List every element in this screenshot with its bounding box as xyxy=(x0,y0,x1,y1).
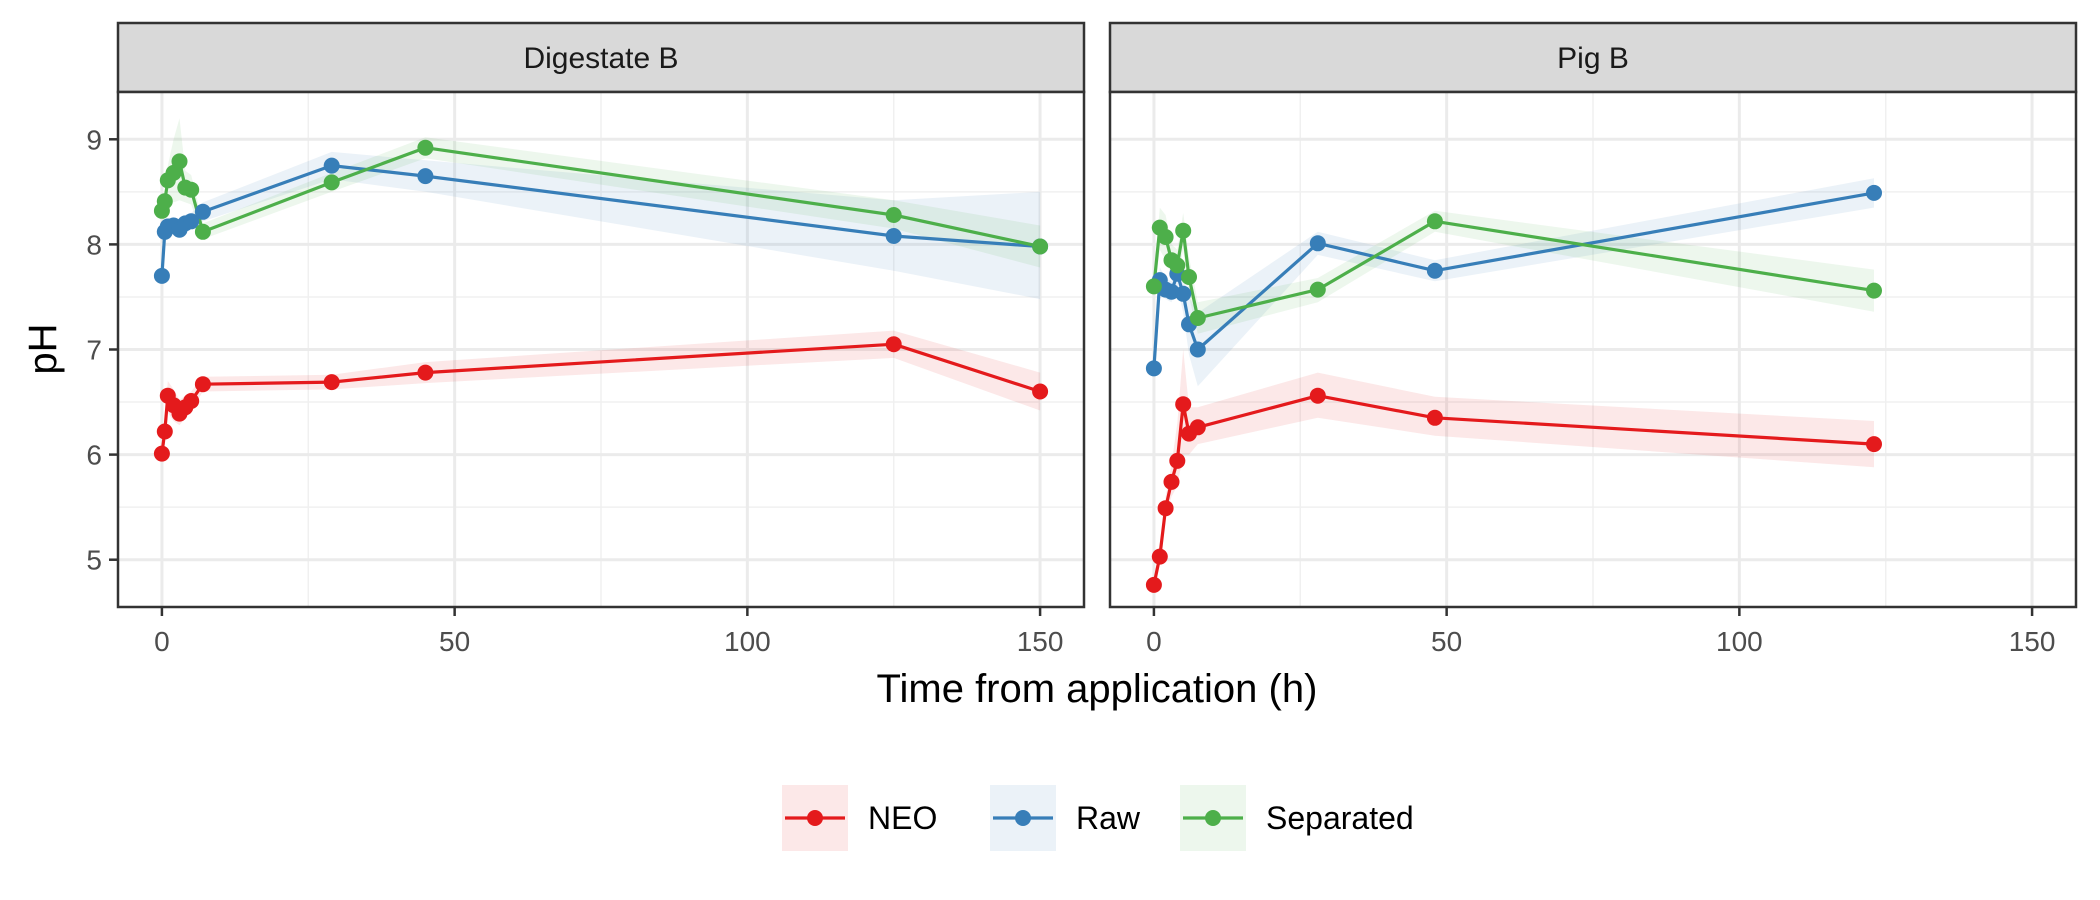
point-separated xyxy=(156,193,173,210)
point-raw xyxy=(153,267,170,284)
ribbon-separated xyxy=(161,118,1041,268)
point-neo xyxy=(1309,387,1326,404)
point-separated xyxy=(194,223,211,240)
panel-border xyxy=(1108,90,2078,609)
point-separated xyxy=(885,207,902,223)
point-neo xyxy=(1157,500,1174,517)
strip-background xyxy=(116,21,1086,94)
legend-key-point xyxy=(807,810,823,826)
x-tick-label: 0 xyxy=(1146,626,1162,657)
ribbon-raw xyxy=(161,151,1041,300)
point-neo xyxy=(183,393,200,409)
facet-panel-digestate-b: Digestate B 5 6 7 8 9 0 50 100 150 xyxy=(86,21,1086,657)
legend-label: NEO xyxy=(868,800,937,836)
point-raw xyxy=(1175,285,1192,302)
point-neo xyxy=(323,374,340,391)
point-separated xyxy=(323,174,340,191)
legend-label: Separated xyxy=(1266,800,1414,836)
point-raw xyxy=(323,157,340,174)
point-raw xyxy=(417,168,434,185)
legend-key-point xyxy=(1205,810,1221,826)
x-axis-title: Time from application (h) xyxy=(877,667,1318,711)
grid-major xyxy=(1110,92,2076,607)
point-separated xyxy=(1866,282,1882,299)
facet-panel-pig-b: Pig B 0 50 100 150 xyxy=(1108,21,2078,657)
point-separated xyxy=(1032,238,1049,255)
x-tick-label: 150 xyxy=(1017,626,1064,657)
legend: NEO Raw Separated xyxy=(782,785,1414,851)
confidence-ribbons xyxy=(161,118,1041,460)
point-raw xyxy=(194,203,211,220)
ribbon-neo xyxy=(1153,349,1874,592)
y-tick-label: 7 xyxy=(86,335,102,366)
x-tick-label: 50 xyxy=(1431,626,1462,657)
x-tick-label: 150 xyxy=(2009,626,2056,657)
point-raw xyxy=(885,228,902,244)
ribbon-raw xyxy=(1153,178,1874,387)
point-separated xyxy=(1309,281,1326,298)
x-tick-label: 50 xyxy=(439,626,470,657)
y-tick-label: 9 xyxy=(86,124,102,155)
strip-title: Pig B xyxy=(1557,42,1629,75)
strip-title: Digestate B xyxy=(523,42,678,75)
x-axis-ticks: 0 50 100 150 xyxy=(154,607,1063,657)
strip-background xyxy=(1108,21,2078,94)
legend-label: Raw xyxy=(1076,800,1141,836)
x-tick-label: 100 xyxy=(724,626,771,657)
point-raw xyxy=(183,213,200,230)
y-tick-label: 6 xyxy=(86,440,102,471)
point-neo xyxy=(1151,548,1168,565)
data-points xyxy=(1145,184,1882,593)
legend-item-raw: Raw xyxy=(990,785,1141,851)
point-separated xyxy=(1181,269,1197,285)
point-raw xyxy=(1145,360,1162,377)
point-neo xyxy=(885,336,902,353)
point-raw xyxy=(1426,262,1443,279)
point-raw xyxy=(1866,184,1882,201)
point-separated xyxy=(1426,213,1443,230)
point-neo xyxy=(1163,473,1180,490)
point-neo xyxy=(417,364,434,381)
y-axis-ticks: 5 6 7 8 9 xyxy=(86,124,118,576)
point-separated xyxy=(183,181,200,198)
point-separated xyxy=(1157,229,1174,245)
point-separated xyxy=(1169,257,1186,274)
y-tick-label: 8 xyxy=(86,229,102,260)
point-neo xyxy=(194,376,211,393)
ribbon-neo xyxy=(161,330,1041,460)
x-axis-ticks: 0 50 100 150 xyxy=(1146,607,2055,657)
y-tick-label: 5 xyxy=(86,545,102,576)
point-neo xyxy=(156,423,173,440)
point-neo xyxy=(1145,576,1162,593)
point-neo xyxy=(1426,409,1443,426)
legend-key-point xyxy=(1015,810,1031,826)
legend-item-neo: NEO xyxy=(782,785,937,851)
legend-item-separated: Separated xyxy=(1180,785,1414,851)
point-neo xyxy=(1175,396,1192,413)
y-axis-title: pH xyxy=(21,323,65,374)
point-raw xyxy=(1189,341,1206,358)
grid-minor xyxy=(1110,92,2076,607)
point-separated xyxy=(1189,310,1206,326)
point-neo xyxy=(1032,383,1049,400)
point-raw xyxy=(1309,235,1326,252)
x-tick-label: 0 xyxy=(154,626,170,657)
point-neo xyxy=(1189,419,1206,436)
point-separated xyxy=(1175,222,1192,239)
point-neo xyxy=(1169,452,1186,469)
point-separated xyxy=(1145,278,1162,295)
x-tick-label: 100 xyxy=(1716,626,1763,657)
data-points xyxy=(153,139,1049,462)
point-neo xyxy=(1866,436,1882,453)
point-separated xyxy=(417,139,434,156)
point-neo xyxy=(153,445,170,462)
point-separated xyxy=(171,153,188,170)
